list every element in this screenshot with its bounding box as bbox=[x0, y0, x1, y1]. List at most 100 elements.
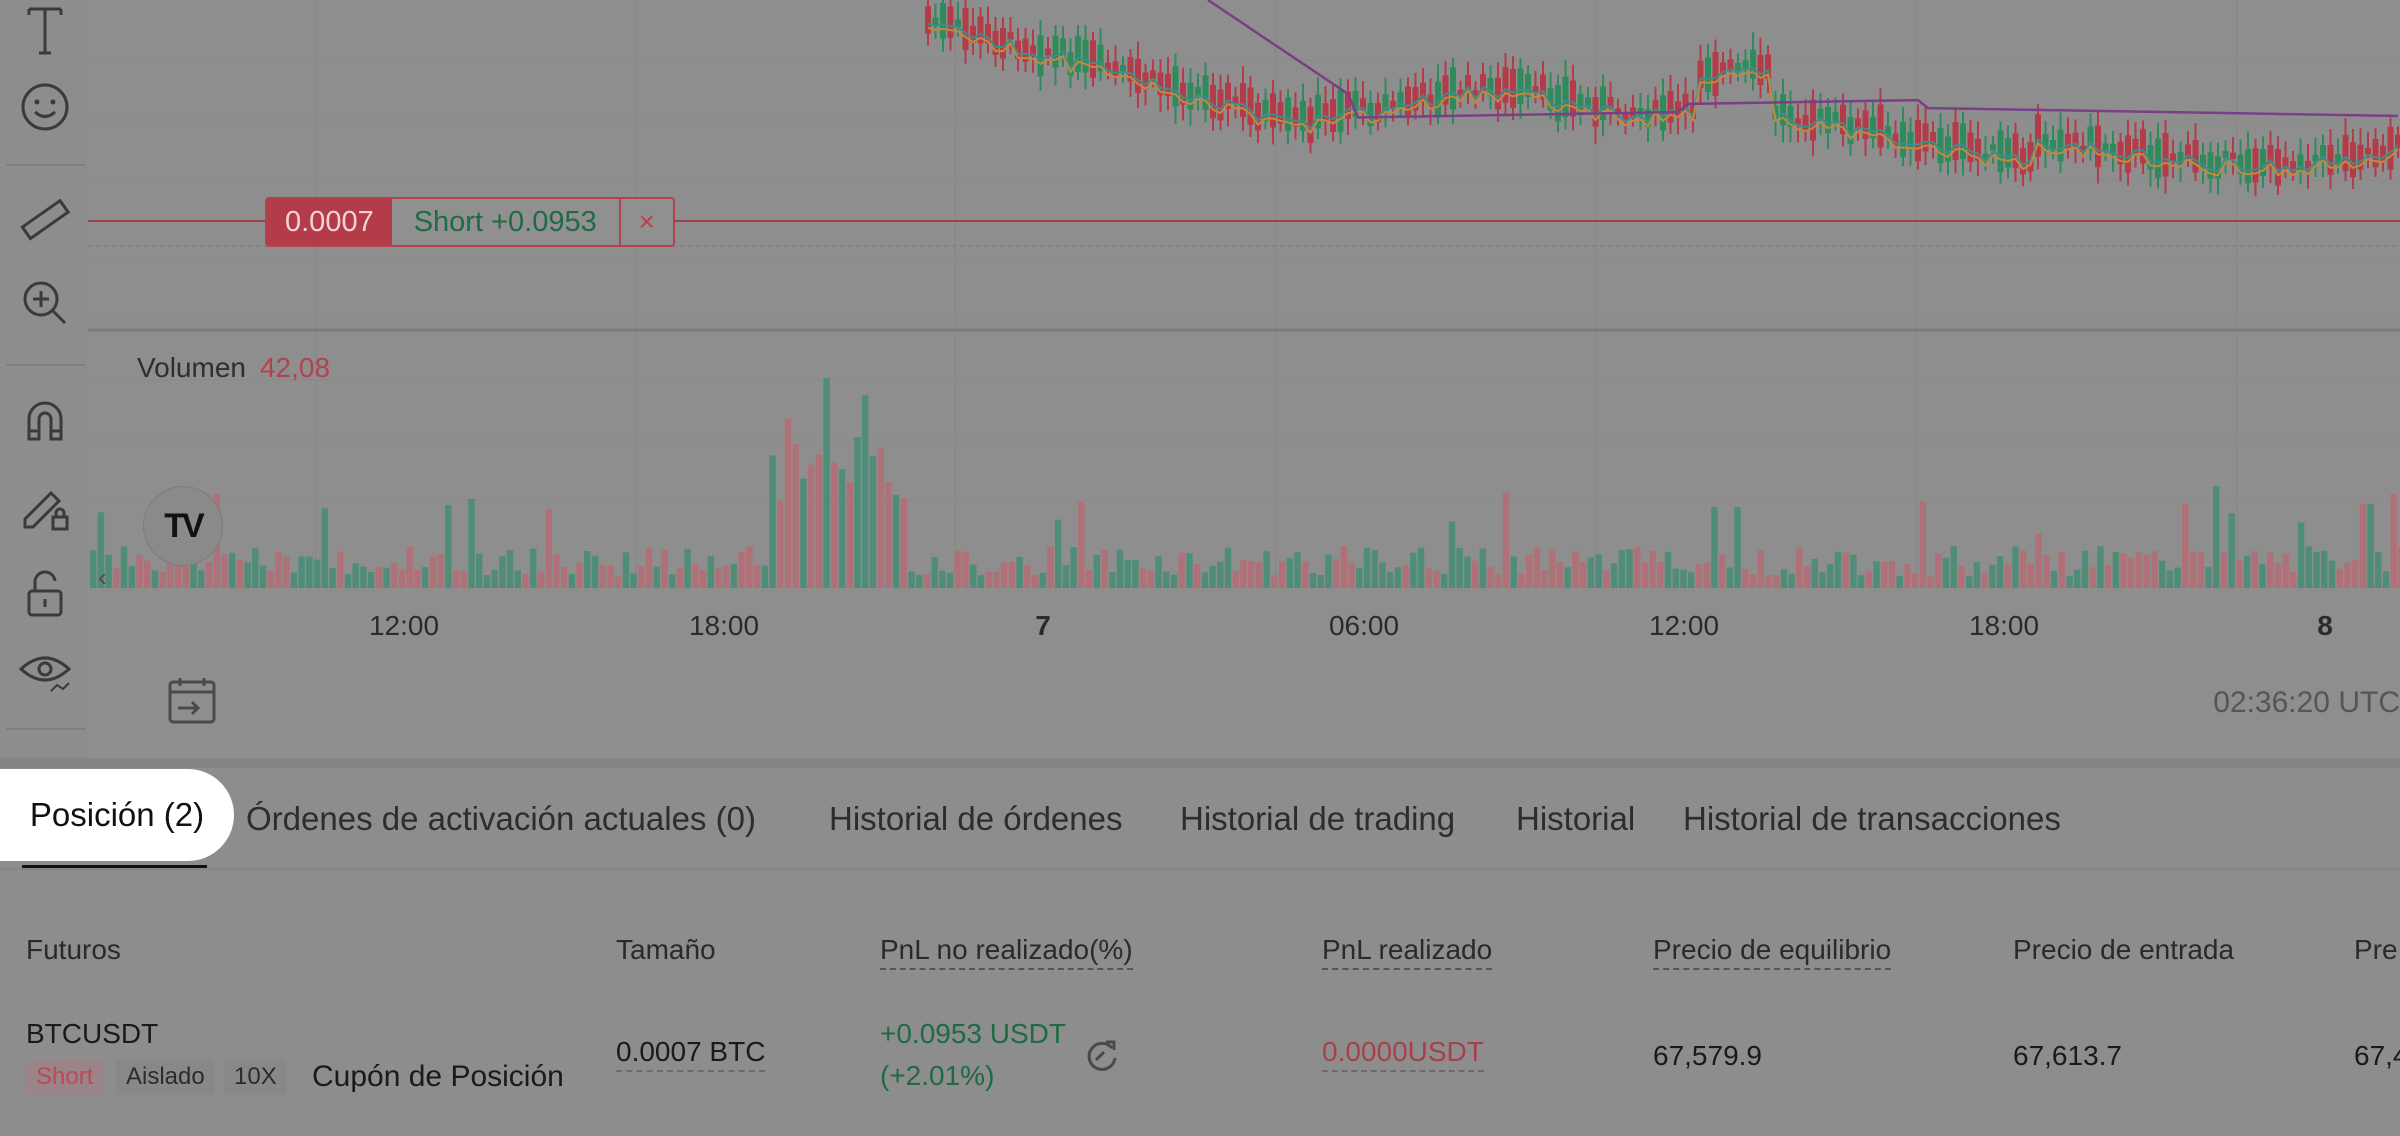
share-pnl-icon[interactable] bbox=[1082, 1036, 1122, 1076]
volume-bar bbox=[661, 549, 668, 588]
volume-bar bbox=[1780, 569, 1788, 588]
candle-body bbox=[1360, 98, 1366, 110]
volume-bar bbox=[1510, 556, 1517, 588]
volume-bar bbox=[1726, 567, 1734, 588]
volume-bar bbox=[1201, 572, 1209, 588]
volume-bar bbox=[1471, 560, 1479, 588]
mark-price: 67,4 bbox=[2354, 1040, 2400, 1071]
candle-body bbox=[1900, 121, 1906, 157]
candle-body bbox=[2132, 138, 2139, 154]
close-position-icon[interactable]: × bbox=[638, 206, 655, 237]
candle-body bbox=[1397, 92, 1404, 108]
go-to-date-icon[interactable] bbox=[164, 676, 220, 726]
volume-bar bbox=[715, 568, 722, 588]
candle-body bbox=[2297, 154, 2304, 171]
leverage-badge[interactable]: 10X bbox=[224, 1059, 287, 1095]
tab-positions[interactable]: Posición (2) bbox=[0, 769, 234, 861]
candle-body bbox=[2267, 145, 2274, 167]
candle-body bbox=[2305, 160, 2311, 171]
tab-history[interactable]: Historial bbox=[1516, 800, 1636, 837]
magnet-icon[interactable] bbox=[14, 390, 76, 452]
candle-body bbox=[2207, 152, 2214, 179]
volume-bar bbox=[1549, 549, 1556, 588]
column-header-breakeven[interactable]: Precio de equilibrio bbox=[1653, 934, 1892, 970]
candle-body bbox=[1427, 94, 1434, 107]
candle-body bbox=[1375, 103, 1381, 123]
candle-body bbox=[1315, 94, 1321, 129]
utc-clock[interactable]: 02:36:20 UTC bbox=[2213, 686, 2400, 719]
price-chart[interactable]: 0.0007 Short +0.0953 × Volumen 42,08 TV ‹… bbox=[88, 0, 2400, 760]
volume-bar bbox=[1255, 562, 1263, 588]
volume-bar bbox=[2321, 550, 2328, 588]
active-tab-underline bbox=[22, 865, 207, 869]
candlestick-chart[interactable] bbox=[88, 0, 2400, 760]
volume-bar bbox=[2135, 552, 2143, 588]
volume-bar bbox=[97, 512, 105, 588]
column-header-unrealized-pnl[interactable]: PnL no realizado(%) bbox=[880, 934, 1133, 970]
candle-body bbox=[1975, 138, 1981, 161]
position-symbol[interactable]: BTCUSDT bbox=[26, 1018, 159, 1049]
candle-body bbox=[1180, 82, 1186, 105]
volume-bar bbox=[1487, 567, 1494, 588]
tab-trade-history[interactable]: Historial de trading bbox=[1180, 800, 1456, 837]
volume-bar bbox=[676, 568, 684, 588]
tab-order-history[interactable]: Historial de órdenes bbox=[829, 800, 1123, 837]
lock-drawing-icon[interactable] bbox=[14, 476, 76, 538]
volume-bar bbox=[2151, 551, 2158, 588]
volume-bar bbox=[144, 560, 151, 588]
volume-bar bbox=[1024, 565, 1031, 588]
volume-bar bbox=[1394, 567, 1402, 588]
volume-bar bbox=[2089, 567, 2096, 588]
tradingview-logo[interactable]: TV bbox=[143, 486, 223, 566]
candle-body bbox=[2102, 143, 2109, 151]
panel-divider[interactable] bbox=[0, 758, 2400, 768]
volume-bar bbox=[1055, 519, 1062, 588]
candle-body bbox=[1570, 80, 1576, 117]
volume-bar bbox=[1294, 552, 1301, 588]
volume-bar bbox=[784, 418, 792, 588]
volume-bar bbox=[2398, 548, 2400, 588]
candle-body bbox=[1330, 98, 1336, 132]
position-line-label[interactable]: 0.0007 Short +0.0953 × bbox=[265, 197, 675, 247]
tab-open-trigger-orders[interactable]: Órdenes de activación actuales (0) bbox=[246, 800, 756, 837]
candle-body bbox=[1240, 83, 1246, 118]
candle-body bbox=[1210, 84, 1216, 119]
volume-bar bbox=[1186, 553, 1193, 588]
volume-bar bbox=[1834, 551, 1842, 588]
candle-body bbox=[2237, 154, 2244, 175]
volume-bar bbox=[862, 395, 869, 588]
position-coupon-link[interactable]: Cupón de Posición bbox=[312, 1060, 564, 1093]
volume-bar bbox=[1139, 567, 1147, 588]
column-header-realized-pnl[interactable]: PnL realizado bbox=[1322, 934, 1493, 970]
candle-body bbox=[1457, 89, 1464, 97]
eye-icon[interactable] bbox=[14, 640, 76, 702]
volume-bar bbox=[877, 448, 884, 588]
volume-bar bbox=[1464, 556, 1471, 588]
tab-transaction-history[interactable]: Historial de transacciones bbox=[1683, 800, 2061, 837]
volume-bar bbox=[105, 554, 112, 588]
collapse-arrow-icon[interactable]: ‹ bbox=[98, 562, 107, 592]
candle-body bbox=[2395, 134, 2400, 149]
lock-icon[interactable] bbox=[14, 562, 76, 624]
ruler-icon[interactable] bbox=[14, 190, 76, 252]
emoji-icon[interactable] bbox=[14, 76, 76, 138]
volume-bar bbox=[491, 570, 498, 588]
volume-bar bbox=[815, 454, 823, 588]
candle-body bbox=[2335, 154, 2341, 165]
volume-bar bbox=[1124, 560, 1131, 588]
text-tool-icon[interactable] bbox=[14, 0, 76, 62]
column-header-futures: Futuros bbox=[26, 934, 121, 965]
volume-bar bbox=[1950, 546, 1957, 588]
volume-bar bbox=[1132, 560, 1139, 588]
volume-bar bbox=[946, 572, 954, 588]
zoom-in-icon[interactable] bbox=[14, 272, 76, 334]
volume-bar bbox=[375, 566, 383, 588]
volume-bar bbox=[1981, 572, 1988, 588]
volume-bar bbox=[1811, 558, 1818, 588]
volume-bar bbox=[931, 557, 938, 588]
candle-body bbox=[2177, 151, 2184, 166]
volume-label: Volumen bbox=[137, 352, 246, 383]
volume-bar bbox=[228, 552, 236, 588]
volume-bar bbox=[1703, 562, 1710, 588]
candle-body bbox=[1930, 132, 1936, 145]
